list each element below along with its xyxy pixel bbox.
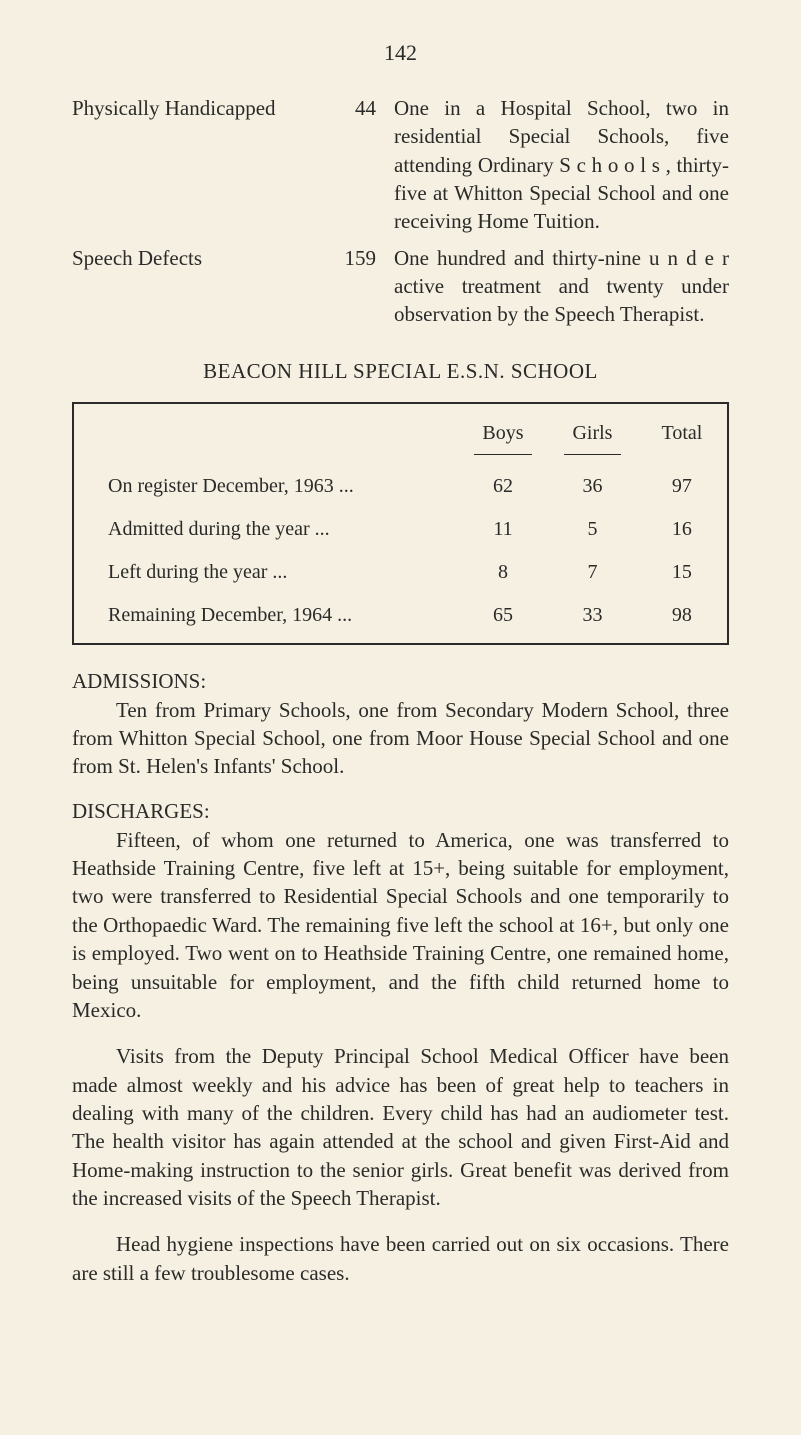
table-cell: 11 [458, 508, 548, 551]
table-cell: 8 [458, 551, 548, 594]
definition-label: Physically Handicapped [72, 94, 332, 236]
definition-number: 159 [332, 244, 394, 329]
definitions-block: Physically Handicapped 44 One in a Hospi… [72, 94, 729, 329]
table-heading: BEACON HILL SPECIAL E.S.N. SCHOOL [72, 359, 729, 384]
table-header-girls: Girls [548, 403, 637, 459]
definition-number: 44 [332, 94, 394, 236]
table-cell: 16 [637, 508, 728, 551]
table-cell: 5 [548, 508, 637, 551]
table-cell: 36 [548, 459, 637, 508]
discharges-heading: DISCHARGES: [72, 799, 729, 824]
table-row: Admitted during the year ... 11 5 16 [73, 508, 728, 551]
definition-text: One hundred and thirty-nine u n d e r ac… [394, 244, 729, 329]
table-header-row: Boys Girls Total [73, 403, 728, 459]
definition-row: Physically Handicapped 44 One in a Hospi… [72, 94, 729, 236]
table-cell: Left during the year ... [73, 551, 458, 594]
table-cell: 15 [637, 551, 728, 594]
definition-label: Speech Defects [72, 244, 332, 329]
table-cell: 65 [458, 594, 548, 644]
table-cell: Remaining December, 1964 ... [73, 594, 458, 644]
table-row: On register December, 1963 ... 62 36 97 [73, 459, 728, 508]
table-header-total: Total [637, 403, 728, 459]
table-row: Remaining December, 1964 ... 65 33 98 [73, 594, 728, 644]
table-cell: 33 [548, 594, 637, 644]
table-cell: 97 [637, 459, 728, 508]
table-header-boys: Boys [458, 403, 548, 459]
table-row: Left during the year ... 8 7 15 [73, 551, 728, 594]
admissions-text: Ten from Primary Schools, one from Secon… [72, 696, 729, 781]
esn-school-table: Boys Girls Total On register December, 1… [72, 402, 729, 645]
page-number: 142 [72, 40, 729, 66]
table-cell: 62 [458, 459, 548, 508]
table-cell: 98 [637, 594, 728, 644]
definition-row: Speech Defects 159 One hundred and thirt… [72, 244, 729, 329]
table-cell: Admitted during the year ... [73, 508, 458, 551]
discharges-text: Fifteen, of whom one returned to America… [72, 826, 729, 1024]
table-header-blank [73, 403, 458, 459]
hygiene-paragraph: Head hygiene inspections have been carri… [72, 1230, 729, 1287]
visits-paragraph: Visits from the Deputy Principal School … [72, 1042, 729, 1212]
definition-text: One in a Hospital School, two in residen… [394, 94, 729, 236]
table-cell: On register December, 1963 ... [73, 459, 458, 508]
table-cell: 7 [548, 551, 637, 594]
admissions-heading: ADMISSIONS: [72, 669, 729, 694]
